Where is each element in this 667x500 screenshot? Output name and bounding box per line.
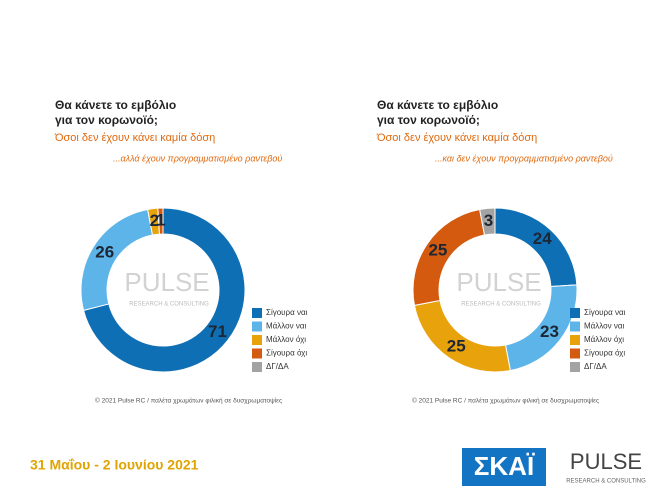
chart-footer: © 2021 Pulse RC / παλέτα χρωμάτων φιλική… (95, 397, 282, 405)
pulse-logo-tagline: RESEARCH & CONSULTING (566, 479, 646, 485)
watermark-tagline: RESEARCH & CONSULTING (129, 302, 209, 308)
data-label: 25 (447, 337, 466, 356)
legend-label: Μάλλον ναι (584, 322, 624, 331)
legend-swatch (570, 348, 580, 359)
legend-label: Σίγουρα όχι (584, 349, 625, 358)
watermark: PULSE (124, 267, 209, 297)
data-label: 2 (150, 211, 159, 230)
chart-title: Θα κάνετε το εμβόλιο (55, 98, 176, 112)
legend-swatch (252, 308, 262, 318)
donut-slice (82, 207, 246, 373)
legend-swatch (252, 335, 262, 345)
skai-logo-bg (462, 448, 546, 486)
data-label: 26 (95, 243, 114, 262)
chart-note: ...αλλά έχουν προγραμματισμένο ραντεβού (113, 153, 282, 163)
watermark-tagline: RESEARCH & CONSULTING (461, 302, 541, 308)
legend-label: Μάλλον ναι (266, 322, 306, 331)
legend-swatch (252, 348, 262, 359)
chart-subtitle: Όσοι δεν έχουν κάνει καμία δόση (376, 132, 537, 144)
donut-slice (157, 207, 164, 235)
legend-label: Μάλλον όχι (584, 335, 624, 344)
legend-swatch (570, 362, 580, 372)
data-label: 3 (484, 211, 493, 230)
data-label: 23 (540, 322, 559, 341)
chart-footer: © 2021 Pulse RC / παλέτα χρωμάτων φιλική… (412, 397, 599, 405)
chart-subtitle: Όσοι δεν έχουν κάνει καμία δόση (54, 132, 215, 144)
legend-label: ΔΓ/ΔΑ (266, 362, 289, 371)
legend-swatch (252, 362, 262, 372)
legend-label: ΔΓ/ΔΑ (584, 362, 607, 371)
legend-swatch (252, 321, 262, 332)
legend-label: Σίγουρα όχι (266, 349, 307, 358)
chart-note: ...και δεν έχουν προγραμματισμένο ραντεβ… (435, 153, 613, 163)
data-label: 1 (156, 211, 165, 230)
date: 31 Μαΐου - 2 Ιουνίου 2021 (30, 457, 199, 473)
donut-slice (479, 207, 496, 236)
data-label: 71 (208, 322, 227, 341)
legend-label: Σίγουρα ναι (266, 308, 308, 317)
legend-swatch (570, 335, 580, 345)
legend-swatch (570, 321, 580, 332)
data-label: 24 (533, 229, 552, 248)
legend-label: Μάλλον όχι (266, 335, 306, 344)
skai-logo: ΣΚΑΪ (474, 451, 535, 481)
legend-label: Σίγουρα ναι (584, 308, 626, 317)
legend-swatch (570, 308, 580, 318)
chart-title: Θα κάνετε το εμβόλιο (377, 98, 498, 112)
watermark: PULSE (456, 267, 541, 297)
pulse-logo: PULSE (570, 449, 642, 474)
data-label: 25 (428, 241, 447, 260)
chart-title: για τον κορωνοϊό; (55, 113, 158, 127)
chart-title: για τον κορωνοϊό; (377, 113, 480, 127)
